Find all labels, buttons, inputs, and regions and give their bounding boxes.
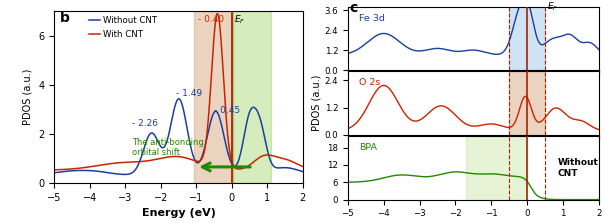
Bar (194, 11, 234, 183)
X-axis label: Energy (eV): Energy (eV) (142, 208, 215, 218)
Text: - 1.49: - 1.49 (176, 89, 202, 98)
Text: b: b (60, 11, 70, 25)
Bar (466, 136, 527, 200)
Text: c: c (350, 1, 358, 15)
Bar (509, 7, 545, 70)
Y-axis label: PDOS (a.u.): PDOS (a.u.) (312, 75, 322, 131)
Y-axis label: PDOS (a.u.): PDOS (a.u.) (23, 69, 33, 125)
Text: Without
CNT: Without CNT (558, 158, 598, 178)
Text: - 2.26: - 2.26 (132, 120, 158, 128)
Text: Fe 3d: Fe 3d (359, 14, 385, 23)
Legend: Without CNT, With CNT: Without CNT, With CNT (88, 15, 158, 39)
Text: E$_F$: E$_F$ (547, 1, 558, 13)
Text: E$_F$: E$_F$ (235, 13, 246, 26)
Text: The anti-bonding
orbital shift: The anti-bonding orbital shift (132, 138, 204, 157)
Bar (234, 11, 270, 183)
Text: - 0.45: - 0.45 (214, 106, 240, 115)
Bar (509, 71, 545, 135)
Text: BPA: BPA (359, 143, 377, 152)
Text: O 2s: O 2s (359, 78, 380, 87)
Text: - 0.40: - 0.40 (198, 15, 224, 24)
